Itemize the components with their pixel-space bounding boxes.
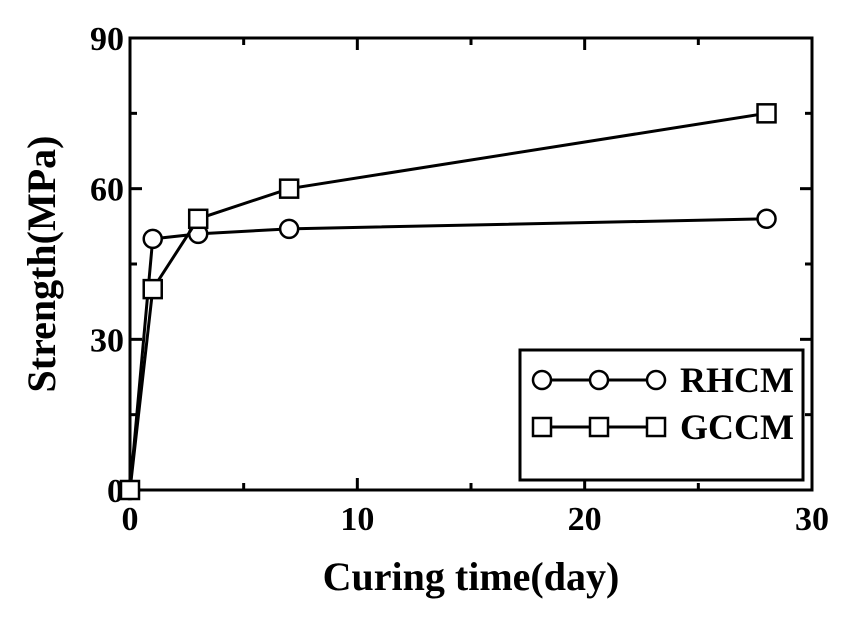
x-tick-label: 0 — [122, 501, 139, 538]
y-axis-title: Strength(MPa) — [19, 136, 64, 393]
x-axis-title: Curing time(day) — [323, 554, 620, 599]
data-point-gccm — [756, 103, 777, 124]
data-point-gccm — [278, 178, 300, 199]
legend-marker-gccm — [531, 416, 553, 438]
legend-marker-gccm — [645, 416, 667, 438]
data-point-gccm — [142, 278, 163, 300]
y-tick-label: 30 — [90, 322, 124, 359]
legend-marker-rhcm — [588, 369, 610, 391]
legend-marker-gccm — [588, 416, 610, 438]
x-tick-label: 30 — [795, 501, 829, 538]
data-point-gccm — [119, 479, 141, 501]
x-tick-label: 20 — [568, 501, 602, 538]
x-tick-label: 10 — [340, 501, 374, 538]
data-point-rhcm — [142, 228, 163, 250]
legend-marker-rhcm — [645, 369, 667, 391]
data-point-rhcm — [756, 208, 777, 230]
data-series — [119, 103, 777, 501]
y-tick-label: 60 — [90, 172, 124, 209]
y-tick-label: 90 — [90, 21, 124, 58]
data-point-gccm — [187, 208, 209, 230]
data-point-rhcm — [278, 218, 300, 240]
legend-label-gccm: GCCM — [680, 407, 794, 447]
legend-marker-rhcm — [531, 369, 553, 391]
legend-label-rhcm: RHCM — [680, 360, 794, 400]
legend: RHCM GCCM — [518, 348, 805, 482]
